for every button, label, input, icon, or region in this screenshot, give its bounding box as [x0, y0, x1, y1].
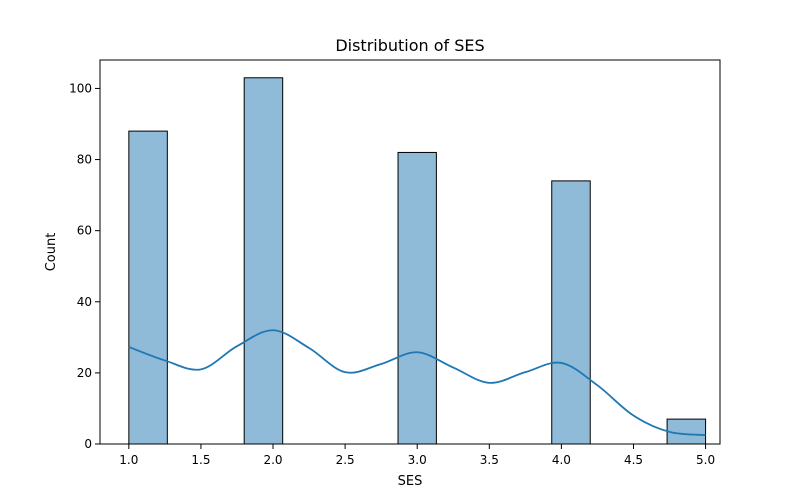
- x-tick-label: 3.0: [408, 453, 427, 467]
- plot-frame: [99, 59, 721, 445]
- kde-line: [128, 329, 706, 437]
- histogram-bar: [128, 130, 168, 445]
- y-tick-label: 20: [77, 366, 92, 380]
- y-tick-label: 80: [77, 153, 92, 167]
- histogram-bar: [666, 418, 707, 445]
- y-tick-label: 0: [84, 437, 92, 451]
- y-tick-label: 60: [77, 224, 92, 238]
- x-axis-label: SES: [398, 474, 423, 489]
- histogram-bar: [243, 77, 284, 445]
- histogram-bar: [397, 151, 437, 445]
- y-axis-label: Count: [44, 233, 59, 272]
- x-axis-ticks: 1.0 1.5 2.0 2.5 3.0 3.5 4.0 4.5 5.0: [119, 444, 715, 467]
- x-tick-label: 2.5: [336, 453, 355, 467]
- x-tick-label: 4.5: [624, 453, 643, 467]
- x-tick-label: 1.0: [119, 453, 138, 467]
- x-tick-label: 5.0: [696, 453, 715, 467]
- x-tick-label: 3.5: [480, 453, 499, 467]
- x-tick-label: 2.0: [263, 453, 282, 467]
- histogram-bar: [551, 180, 591, 445]
- chart-title: Distribution of SES: [335, 36, 484, 55]
- x-tick-label: 4.0: [552, 453, 571, 467]
- y-tick-label: 100: [69, 81, 92, 95]
- x-tick-label: 1.5: [191, 453, 210, 467]
- bars-group: [128, 77, 707, 445]
- y-axis-ticks: 0 20 40 60 80 100: [69, 81, 100, 451]
- y-tick-label: 40: [77, 295, 92, 309]
